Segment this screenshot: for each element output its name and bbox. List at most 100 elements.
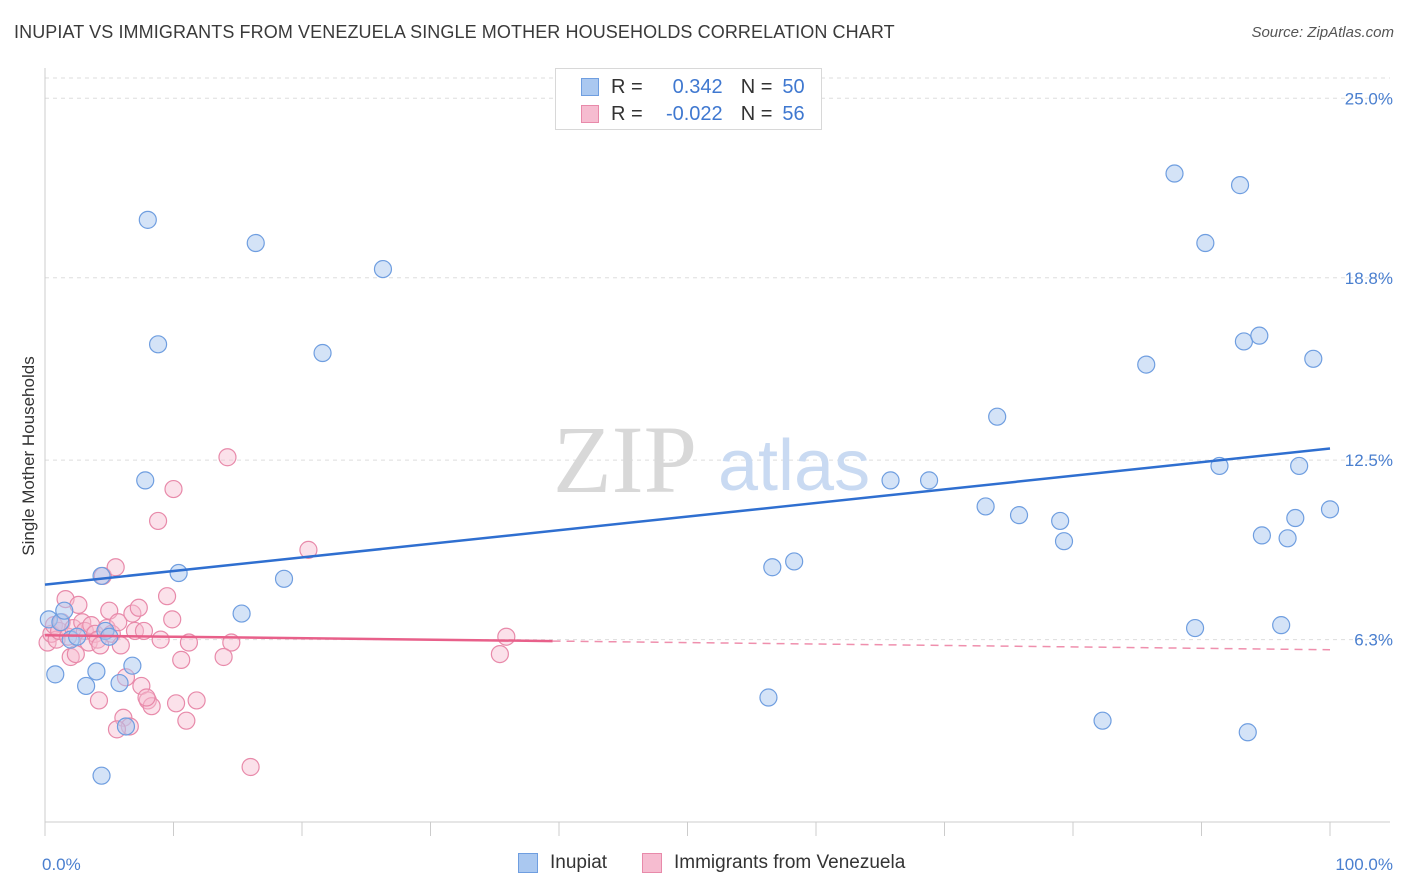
data-point-inupiat — [1320, 500, 1340, 519]
trend-line-venezuela-extension — [552, 640, 1331, 651]
data-point-inupiat — [274, 569, 294, 588]
x-tick-label: 0.0% — [42, 855, 81, 874]
legend-item-inupiat: Inupiat — [518, 852, 607, 874]
data-point-inupiat — [169, 563, 188, 583]
y-tick-label: 6.3% — [1354, 631, 1393, 650]
data-point-inupiat — [373, 259, 393, 279]
data-point-inupiat — [1238, 723, 1257, 742]
series-inupiat-points — [39, 164, 1340, 785]
data-point-inupiat — [148, 335, 168, 354]
legend-label-inupiat: Inupiat — [550, 852, 608, 873]
correlation-legend: R = 0.342 N = 50 R = -0.022 N = 56 — [555, 68, 822, 130]
trend-lines — [44, 447, 1331, 651]
data-point-inupiat — [1278, 529, 1297, 548]
data-point-venezuela — [299, 540, 318, 559]
data-point-venezuela — [89, 691, 109, 710]
legend-row-venezuela: R = -0.022 N = 56 — [581, 103, 805, 125]
data-point-inupiat — [1196, 233, 1215, 253]
data-point-venezuela — [214, 647, 233, 667]
data-point-inupiat — [988, 407, 1007, 426]
legend-item-venezuela: Immigrants from Venezuela — [642, 852, 905, 874]
legend-n-value: 50 — [782, 75, 805, 98]
source-credit: Source: ZipAtlas.com — [1251, 24, 1394, 41]
data-point-inupiat — [1137, 355, 1156, 374]
legend-label-venezuela: Immigrants from Venezuela — [674, 852, 906, 873]
data-point-venezuela — [106, 558, 125, 577]
data-point-venezuela — [177, 711, 196, 730]
data-point-venezuela — [129, 598, 148, 617]
data-point-venezuela — [142, 697, 161, 716]
data-point-venezuela — [137, 688, 156, 707]
legend-n-value: 56 — [782, 102, 805, 125]
data-point-inupiat — [92, 766, 111, 785]
data-point-inupiat — [55, 601, 74, 620]
legend-swatch-venezuela — [581, 105, 599, 123]
watermark-zip: ZIP — [553, 406, 697, 513]
data-point-venezuela — [241, 757, 260, 777]
legend-r-value: 0.342 — [672, 75, 723, 98]
data-point-venezuela — [187, 691, 206, 710]
data-point-inupiat — [313, 343, 332, 363]
legend-r-label: R = — [611, 75, 643, 98]
data-point-inupiat — [881, 471, 900, 490]
data-point-venezuela — [109, 613, 128, 632]
data-point-inupiat — [763, 558, 782, 577]
data-point-venezuela — [166, 694, 186, 713]
x-tick-label: 100.0% — [1335, 855, 1393, 874]
series-legend: Inupiat Immigrants from Venezuela — [0, 852, 1406, 878]
legend-swatch-venezuela — [642, 853, 662, 873]
chart-title: INUPIAT VS IMMIGRANTS FROM VENEZUELA SIN… — [14, 22, 895, 42]
axes — [44, 68, 1390, 836]
grid-lines — [45, 77, 1390, 641]
data-point-venezuela — [148, 511, 168, 531]
data-point-inupiat — [1286, 508, 1305, 528]
data-point-venezuela — [172, 650, 191, 669]
data-point-inupiat — [46, 665, 65, 684]
watermark: ZIP atlas — [553, 406, 870, 513]
data-point-venezuela — [157, 587, 177, 606]
data-point-inupiat — [1185, 618, 1205, 638]
y-tick-label: 12.5% — [1345, 451, 1393, 470]
data-point-inupiat — [1304, 349, 1323, 368]
data-point-inupiat — [1054, 532, 1074, 551]
data-point-inupiat — [1290, 456, 1309, 476]
trend-line-venezuela — [44, 634, 553, 643]
data-point-inupiat — [976, 497, 995, 516]
data-point-inupiat — [1165, 164, 1184, 183]
data-point-inupiat — [1234, 332, 1254, 351]
data-point-inupiat — [1230, 176, 1250, 195]
legend-swatch-inupiat — [518, 853, 538, 873]
x-tick-labels: 0.0% 100.0% — [42, 855, 1393, 874]
data-point-inupiat — [1051, 511, 1070, 531]
legend-swatch-inupiat — [581, 78, 599, 96]
data-point-venezuela — [163, 610, 182, 629]
data-point-venezuela — [490, 644, 509, 664]
data-point-inupiat — [246, 233, 265, 253]
y-tick-labels: 6.3% 12.5% 18.8% 25.0% — [1345, 89, 1393, 649]
data-point-inupiat — [759, 688, 778, 707]
legend-row-inupiat: R = 0.342 N = 50 — [581, 76, 805, 98]
data-point-inupiat — [785, 552, 804, 571]
legend-n-label: N = — [740, 75, 773, 98]
data-point-inupiat — [1272, 616, 1291, 635]
watermark-atlas: atlas — [718, 426, 870, 506]
y-tick-label: 18.8% — [1345, 269, 1393, 288]
data-point-inupiat — [110, 673, 129, 693]
data-point-venezuela — [218, 448, 237, 467]
data-point-inupiat — [87, 662, 106, 681]
data-point-venezuela — [497, 627, 516, 646]
data-point-inupiat — [1250, 326, 1269, 345]
legend-r-value: -0.022 — [665, 102, 723, 125]
data-point-venezuela — [164, 479, 183, 499]
data-point-inupiat — [919, 471, 939, 490]
data-point-inupiat — [1252, 526, 1271, 545]
data-point-inupiat — [1009, 506, 1029, 525]
legend-r-label: R = — [611, 102, 643, 125]
y-axis-title: Single Mother Households — [19, 356, 38, 555]
series-venezuela-points — [38, 448, 516, 777]
data-point-inupiat — [1093, 711, 1112, 730]
data-point-inupiat — [123, 656, 142, 675]
data-point-inupiat — [138, 210, 157, 229]
trend-line-inupiat — [44, 447, 1331, 586]
